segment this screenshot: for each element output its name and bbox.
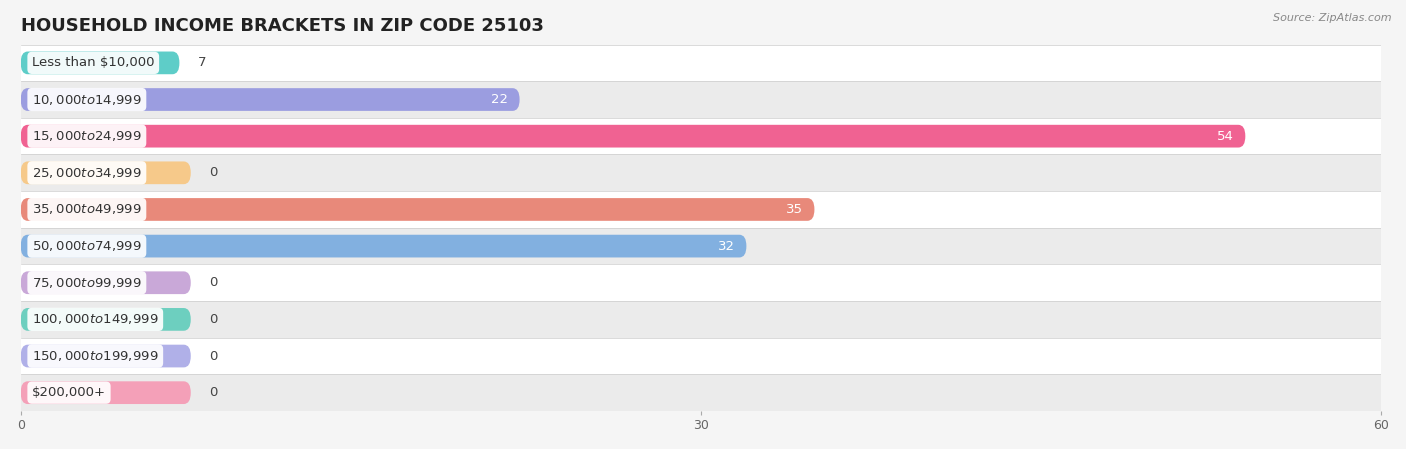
Text: 0: 0 [209, 166, 218, 179]
FancyBboxPatch shape [21, 235, 747, 257]
FancyBboxPatch shape [21, 52, 180, 74]
Bar [21, 374, 1382, 411]
Bar [21, 154, 1382, 191]
FancyBboxPatch shape [21, 345, 191, 367]
Bar [21, 338, 1382, 374]
Text: $150,000 to $199,999: $150,000 to $199,999 [32, 349, 159, 363]
Bar [21, 118, 1382, 154]
FancyBboxPatch shape [21, 308, 191, 331]
Text: 54: 54 [1218, 130, 1234, 143]
FancyBboxPatch shape [21, 125, 1246, 148]
FancyBboxPatch shape [21, 381, 191, 404]
FancyBboxPatch shape [21, 162, 191, 184]
Bar [21, 301, 1382, 338]
FancyBboxPatch shape [21, 88, 520, 111]
Bar [21, 44, 1382, 81]
Text: $75,000 to $99,999: $75,000 to $99,999 [32, 276, 142, 290]
Text: $200,000+: $200,000+ [32, 386, 105, 399]
FancyBboxPatch shape [21, 198, 814, 221]
Text: $100,000 to $149,999: $100,000 to $149,999 [32, 313, 159, 326]
FancyBboxPatch shape [21, 271, 191, 294]
Text: $10,000 to $14,999: $10,000 to $14,999 [32, 92, 142, 106]
Bar [21, 228, 1382, 264]
Text: Source: ZipAtlas.com: Source: ZipAtlas.com [1274, 13, 1392, 23]
Text: 35: 35 [786, 203, 803, 216]
Text: $15,000 to $24,999: $15,000 to $24,999 [32, 129, 142, 143]
Bar [21, 264, 1382, 301]
Text: 22: 22 [491, 93, 508, 106]
Text: 0: 0 [209, 386, 218, 399]
Text: $35,000 to $49,999: $35,000 to $49,999 [32, 202, 142, 216]
Bar [21, 191, 1382, 228]
Text: 0: 0 [209, 313, 218, 326]
Text: 32: 32 [718, 240, 735, 253]
Bar [21, 81, 1382, 118]
Text: Less than $10,000: Less than $10,000 [32, 57, 155, 70]
Text: 0: 0 [209, 349, 218, 362]
Text: HOUSEHOLD INCOME BRACKETS IN ZIP CODE 25103: HOUSEHOLD INCOME BRACKETS IN ZIP CODE 25… [21, 17, 544, 35]
Text: $50,000 to $74,999: $50,000 to $74,999 [32, 239, 142, 253]
Text: 7: 7 [198, 57, 207, 70]
Text: $25,000 to $34,999: $25,000 to $34,999 [32, 166, 142, 180]
Text: 0: 0 [209, 276, 218, 289]
